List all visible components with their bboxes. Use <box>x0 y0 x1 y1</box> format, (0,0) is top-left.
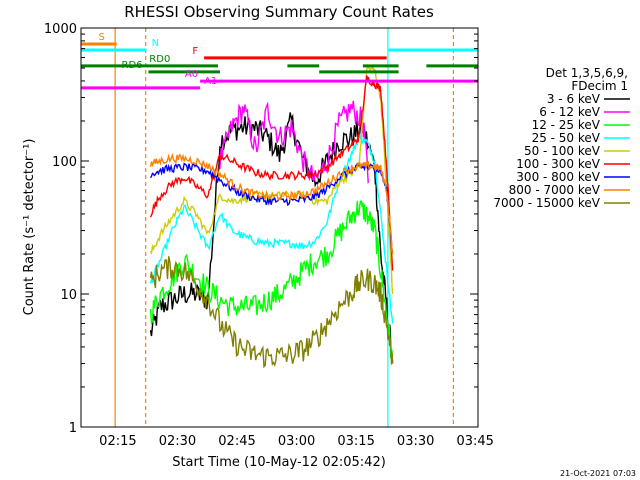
y-axis-label: Count Rate (s⁻¹ detector⁻¹) <box>22 139 37 316</box>
legend-label: 3 - 6 keV <box>547 92 601 106</box>
flag-label-rd6: RD6 <box>122 60 143 71</box>
y-axis: 1 10 100 1000 <box>44 22 478 436</box>
legend-label: 100 - 300 keV <box>516 157 600 171</box>
x-tick-label: 02:15 <box>99 434 136 449</box>
legend-header-line-2: FDecim 1 <box>571 79 628 93</box>
legend-label: 50 - 100 keV <box>524 144 601 158</box>
legend-label: 12 - 25 keV <box>532 118 601 132</box>
x-tick-label: 03:15 <box>337 434 374 449</box>
y-tick-label: 1000 <box>44 22 77 37</box>
legend-label: 25 - 50 keV <box>532 131 601 145</box>
plot-frame <box>80 27 479 428</box>
legend-header-line-1: Det 1,3,5,6,9, <box>546 66 628 80</box>
legend-label: 7000 - 15000 keV <box>493 196 600 210</box>
legend-label: 6 - 12 keV <box>539 105 601 119</box>
y-tick-label: 100 <box>52 155 77 170</box>
series-line-800-7000-kev <box>149 152 394 255</box>
legend-label: 800 - 7000 keV <box>509 183 601 197</box>
series-line-7000-15000-kev <box>149 256 394 369</box>
x-tick-label: 03:00 <box>278 434 315 449</box>
y-tick-label: 10 <box>60 288 77 303</box>
series-line-6-12-kev <box>219 100 370 184</box>
chart-title: RHESSI Observing Summary Count Rates <box>124 3 434 21</box>
legend-label: 300 - 800 keV <box>516 170 600 184</box>
flag-label-rd0: RD0 <box>149 54 170 65</box>
y-tick-label: 1 <box>69 421 77 436</box>
series-line-3-6-kev <box>149 112 394 364</box>
flag-label-s: S <box>98 32 104 43</box>
x-tick-label: 02:30 <box>159 434 196 449</box>
series-line-12-25-kev <box>149 200 394 364</box>
flag-label-n: N <box>152 38 159 49</box>
series-line-25-50-kev <box>149 133 394 324</box>
plot-area: S N F RD0 RD6 A0 A1 <box>81 28 478 427</box>
x-tick-label: 03:30 <box>397 434 434 449</box>
series-line-300-800-kev <box>149 162 394 255</box>
x-axis: 02:15 02:30 02:45 03:00 03:15 03:30 03:45 <box>99 434 494 449</box>
flag-label-f: F <box>192 46 198 57</box>
flag-label-a0: A0 <box>185 69 198 80</box>
timestamp-stamp: 21-Oct-2021 07:03 <box>560 469 636 478</box>
series-line-100-300-kev <box>149 75 394 271</box>
x-tick-label: 03:45 <box>456 434 493 449</box>
flag-label-a1: A1 <box>204 76 217 87</box>
x-tick-label: 02:45 <box>218 434 255 449</box>
x-axis-label: Start Time (10-May-12 02:05:42) <box>172 455 386 470</box>
